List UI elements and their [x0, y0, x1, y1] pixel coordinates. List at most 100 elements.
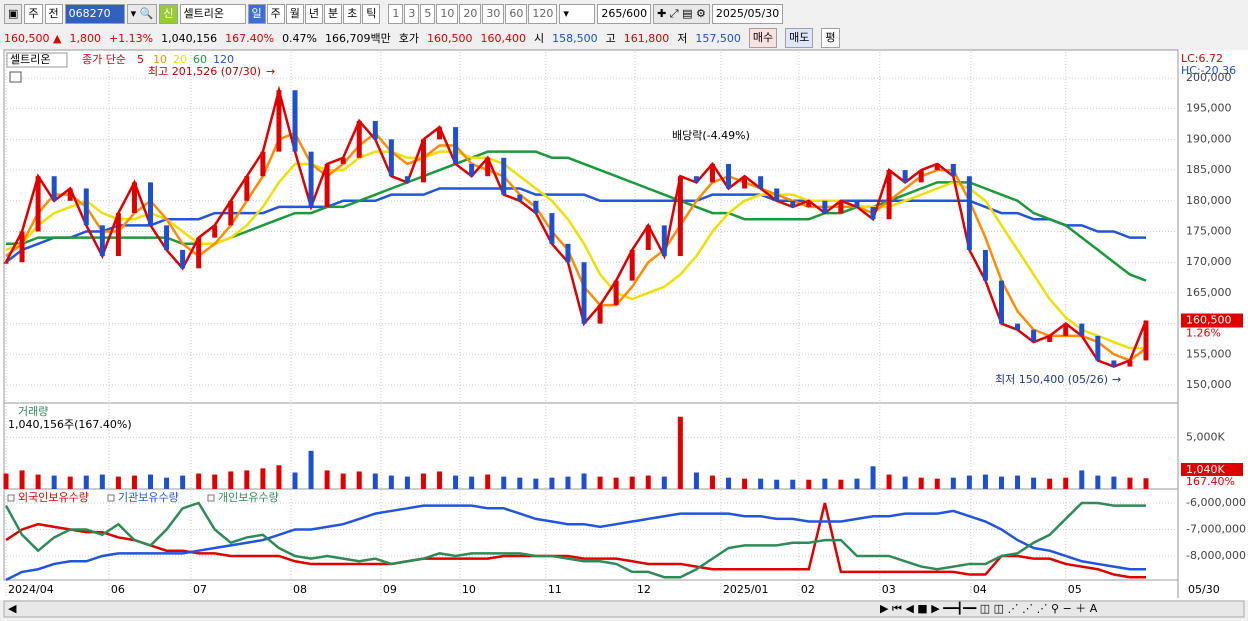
candle [83, 188, 89, 226]
search-button[interactable]: ▾ 🔍 [126, 4, 158, 24]
legend-entry: 10 [153, 53, 167, 66]
scrollbar [3, 600, 1245, 618]
buy-button[interactable]: 매수 [748, 28, 778, 48]
volume-bar [870, 466, 876, 489]
legend-swatch [207, 494, 215, 502]
volume-bar [950, 477, 956, 489]
unit-button[interactable]: 틱 [362, 4, 381, 24]
menu-button[interactable]: ▣ [4, 4, 23, 24]
volume-bar [148, 474, 154, 489]
candle [1079, 323, 1085, 336]
volume-bar [180, 475, 186, 489]
volume-bar [1047, 478, 1053, 489]
volume-bar [83, 475, 89, 489]
legend-entry: 기관보유수량 [118, 491, 179, 504]
candle [822, 200, 828, 214]
code-input[interactable]: 068270 [64, 4, 125, 24]
avg-button[interactable]: 평 [821, 28, 840, 48]
date-input[interactable]: 2025/05/30 [711, 4, 784, 24]
period-select[interactable]: 주 [24, 4, 43, 24]
volume-bar [3, 473, 9, 489]
candle [19, 231, 25, 263]
x-tick-label: 09 [383, 583, 397, 596]
volume-bar [260, 468, 266, 489]
unit-button[interactable]: 분 [324, 4, 343, 24]
volume-bar [35, 474, 41, 489]
amount: 166,709백만 [325, 32, 391, 45]
step-button[interactable]: 120 [528, 4, 558, 24]
volume-bar [533, 478, 539, 489]
candle [709, 163, 715, 183]
y-tick-label: 185,000 [1186, 163, 1232, 176]
candle [854, 200, 860, 207]
step-button[interactable]: 5 [420, 4, 436, 24]
candle [260, 151, 266, 177]
unit-button[interactable]: 일 [247, 4, 266, 24]
volume-bar [501, 476, 507, 489]
count-box[interactable]: 265/600 [597, 4, 652, 24]
legend-entry: 20 [173, 53, 187, 66]
volume-bar [774, 479, 780, 489]
candle [629, 249, 635, 281]
panel-frame [3, 488, 1179, 581]
info-bar: 160,500 ▲ 1,800 +1.13% 1,040,156 167.40%… [0, 27, 1248, 49]
volume-bar [131, 475, 137, 489]
volume-bar [918, 477, 924, 489]
candle [934, 163, 940, 171]
series-line [5, 150, 1146, 350]
candle [453, 127, 459, 164]
step-button[interactable]: 60 [505, 4, 528, 24]
step-button[interactable]: 20 [459, 4, 482, 24]
candle [228, 200, 234, 226]
scroll-left: ◀ [8, 602, 17, 615]
volume-bar [613, 477, 619, 489]
last-tag [1181, 463, 1243, 476]
unit-button[interactable]: 월 [285, 4, 304, 24]
candle [774, 188, 780, 201]
volume-bar [196, 473, 202, 489]
open: 158,500 [552, 31, 598, 45]
blank-select[interactable]: ▾ [559, 4, 596, 24]
volume-bar [292, 472, 298, 489]
unit-button[interactable]: 초 [343, 4, 362, 24]
volume-bar [982, 474, 988, 489]
unit-button[interactable]: 주 [266, 4, 285, 24]
volume-bar [838, 479, 844, 489]
candle [276, 90, 282, 152]
y-tick-label: -8,000,000 [1186, 549, 1246, 562]
step-button[interactable]: 3 [404, 4, 420, 24]
tools[interactable]: ✚ ⤢ ▤ ⚙ [653, 4, 710, 24]
stock-name: 셀트리온 [179, 4, 246, 24]
last-date: 05/30 [1188, 583, 1220, 596]
volume-bar [276, 465, 282, 489]
sell-button[interactable]: 매도 [785, 28, 814, 48]
x-tick-label: 2025/01 [723, 583, 769, 596]
series-line [5, 187, 1146, 264]
volume-bar [581, 473, 587, 489]
candle [677, 176, 683, 257]
volume-bar [902, 476, 908, 489]
step-button[interactable]: 10 [436, 4, 459, 24]
candle [661, 225, 667, 257]
volume-bar [742, 478, 748, 489]
series-line [6, 150, 1147, 282]
mode-button[interactable]: 전 [44, 4, 63, 24]
volume-bar [726, 477, 732, 489]
candle [806, 200, 812, 207]
volume-bar [420, 473, 426, 489]
volume-bar [340, 473, 346, 489]
step-button[interactable]: 30 [482, 4, 505, 24]
annotation-event: 배당락(-4.49%) [672, 129, 750, 142]
step-button[interactable]: 1 [388, 4, 404, 24]
candle [3, 262, 9, 264]
candle [469, 163, 475, 177]
y-tick-label: 165,000 [1186, 286, 1232, 299]
volume-bar [549, 477, 555, 489]
candle [51, 176, 57, 201]
volume-bar [244, 470, 250, 489]
volume-bar [709, 475, 715, 489]
volume-bar [51, 475, 57, 489]
unit-button[interactable]: 년 [304, 4, 323, 24]
candle [517, 194, 523, 201]
